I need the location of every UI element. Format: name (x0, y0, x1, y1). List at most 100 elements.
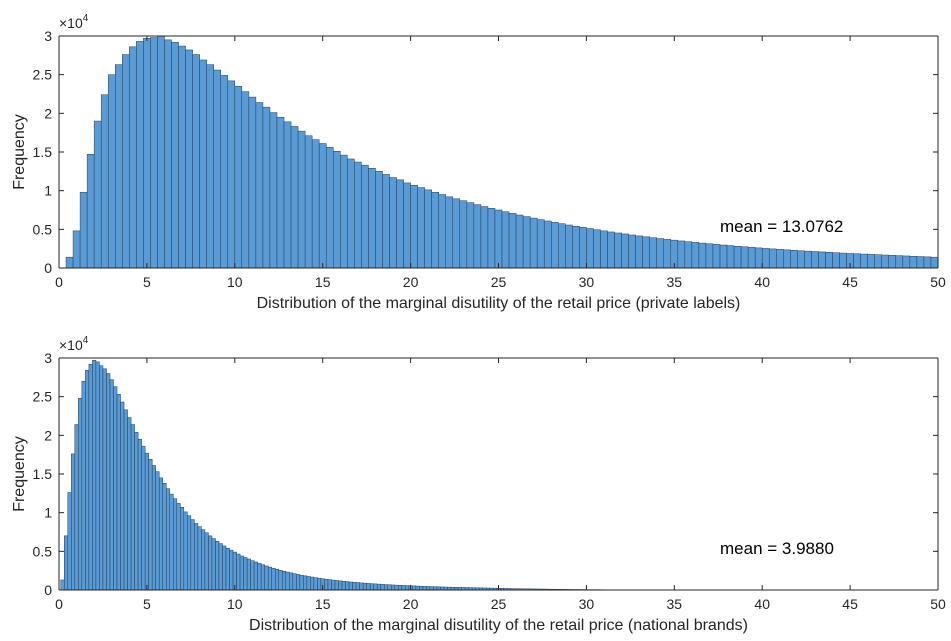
histogram-bar (325, 147, 334, 269)
histogram-bar (902, 255, 911, 269)
y-tick-label: 0 (44, 582, 52, 598)
histogram-bar (487, 208, 496, 269)
histogram-bar (296, 574, 301, 591)
histogram-bar (867, 254, 875, 269)
histogram-bar (853, 253, 861, 269)
histogram-bar (705, 243, 714, 269)
histogram-bar (120, 401, 125, 591)
histogram-bar (192, 54, 200, 269)
histogram-bar (282, 570, 287, 591)
histogram-bar (501, 211, 510, 269)
histogram-bar (642, 236, 650, 269)
histogram-bar (253, 561, 258, 591)
histogram-bar (222, 545, 227, 591)
histogram-bar (274, 569, 280, 591)
histogram-bar (394, 584, 399, 591)
histogram-bar (494, 209, 503, 269)
histogram-bar (663, 239, 672, 269)
histogram-bar (79, 191, 88, 269)
histogram-bar (107, 74, 116, 269)
histogram-bar (313, 577, 318, 591)
histogram-bar (361, 164, 369, 269)
x-tick-label: 45 (842, 274, 858, 290)
y-tick-label: 3 (44, 28, 52, 44)
histogram-bar (127, 417, 132, 591)
histogram-bar (761, 248, 770, 269)
histogram-bar (290, 126, 299, 269)
histogram-bar (93, 120, 102, 269)
histogram-bar (276, 116, 285, 269)
x-tick-label: 15 (315, 596, 331, 612)
histogram-bar (466, 202, 475, 269)
histogram-bar (102, 368, 107, 591)
histogram-bar (874, 254, 882, 269)
histogram-bar (213, 69, 221, 269)
histogram-bar (422, 586, 427, 591)
y-axis-label: Frequency (11, 436, 28, 512)
histogram-bar (115, 64, 123, 269)
histogram-bar (243, 557, 248, 591)
histogram-bar (289, 572, 294, 591)
histogram-bar (354, 161, 362, 269)
histogram-bar (185, 49, 193, 269)
histogram-bar (747, 247, 756, 269)
histogram-bar (299, 574, 304, 591)
histogram-bar (208, 535, 213, 591)
histogram-bar (405, 585, 410, 591)
histogram-bar (310, 576, 315, 591)
histogram-bar (438, 194, 447, 269)
histogram-bar (317, 577, 322, 591)
histogram-bar (818, 251, 826, 269)
histogram-bar (586, 228, 594, 269)
histogram-bar (143, 38, 151, 269)
histogram-bar (229, 549, 234, 591)
y-exponent-label: ×104 (59, 335, 89, 353)
histogram-bar (391, 584, 396, 591)
histogram-bar (269, 112, 278, 269)
histogram-bar (832, 252, 840, 269)
histogram-bar (190, 519, 195, 591)
y-tick-label: 0 (44, 260, 52, 276)
histogram-bar (158, 477, 163, 591)
histogram-bar (106, 373, 111, 591)
histogram-bar (151, 465, 156, 591)
histogram-bar (71, 453, 76, 591)
histogram-bar (220, 75, 229, 269)
histogram-bar (628, 234, 636, 269)
histogram-bar (412, 585, 417, 591)
x-axis-label: Distribution of the marginal disutility … (257, 295, 741, 312)
histogram-bar (341, 581, 346, 591)
histogram-bar (909, 256, 918, 269)
y-exponent-label: ×104 (59, 13, 89, 31)
x-tick-label: 25 (491, 596, 507, 612)
histogram-bar (246, 558, 251, 591)
histogram-bar (171, 41, 179, 269)
histogram-bar (81, 380, 86, 591)
histogram-bar (593, 229, 601, 269)
histogram-bar (264, 565, 269, 591)
histogram-bar (515, 214, 524, 269)
histogram-bar (776, 249, 784, 269)
histogram-bar (311, 139, 320, 269)
histogram-bar (359, 582, 364, 591)
y-tick-label: 1 (44, 505, 52, 521)
histogram-bar (790, 250, 798, 269)
histogram-bar (304, 135, 313, 269)
x-tick-label: 45 (842, 596, 858, 612)
histogram-bar (415, 585, 420, 591)
histogram-bar (543, 220, 552, 269)
histogram-bar (881, 254, 890, 269)
y-tick-label: 2.5 (33, 67, 53, 83)
histogram-bar (333, 150, 341, 269)
histogram-bar (387, 584, 392, 591)
x-tick-label: 0 (55, 274, 63, 290)
histogram-bar (134, 431, 139, 591)
histogram-bar (324, 578, 329, 591)
histogram-bar (144, 452, 149, 591)
histogram-bar (130, 424, 135, 591)
histogram-bar (376, 583, 381, 591)
histogram-bar (74, 424, 79, 591)
histogram-bar (383, 584, 389, 591)
histogram-bar (122, 54, 130, 269)
